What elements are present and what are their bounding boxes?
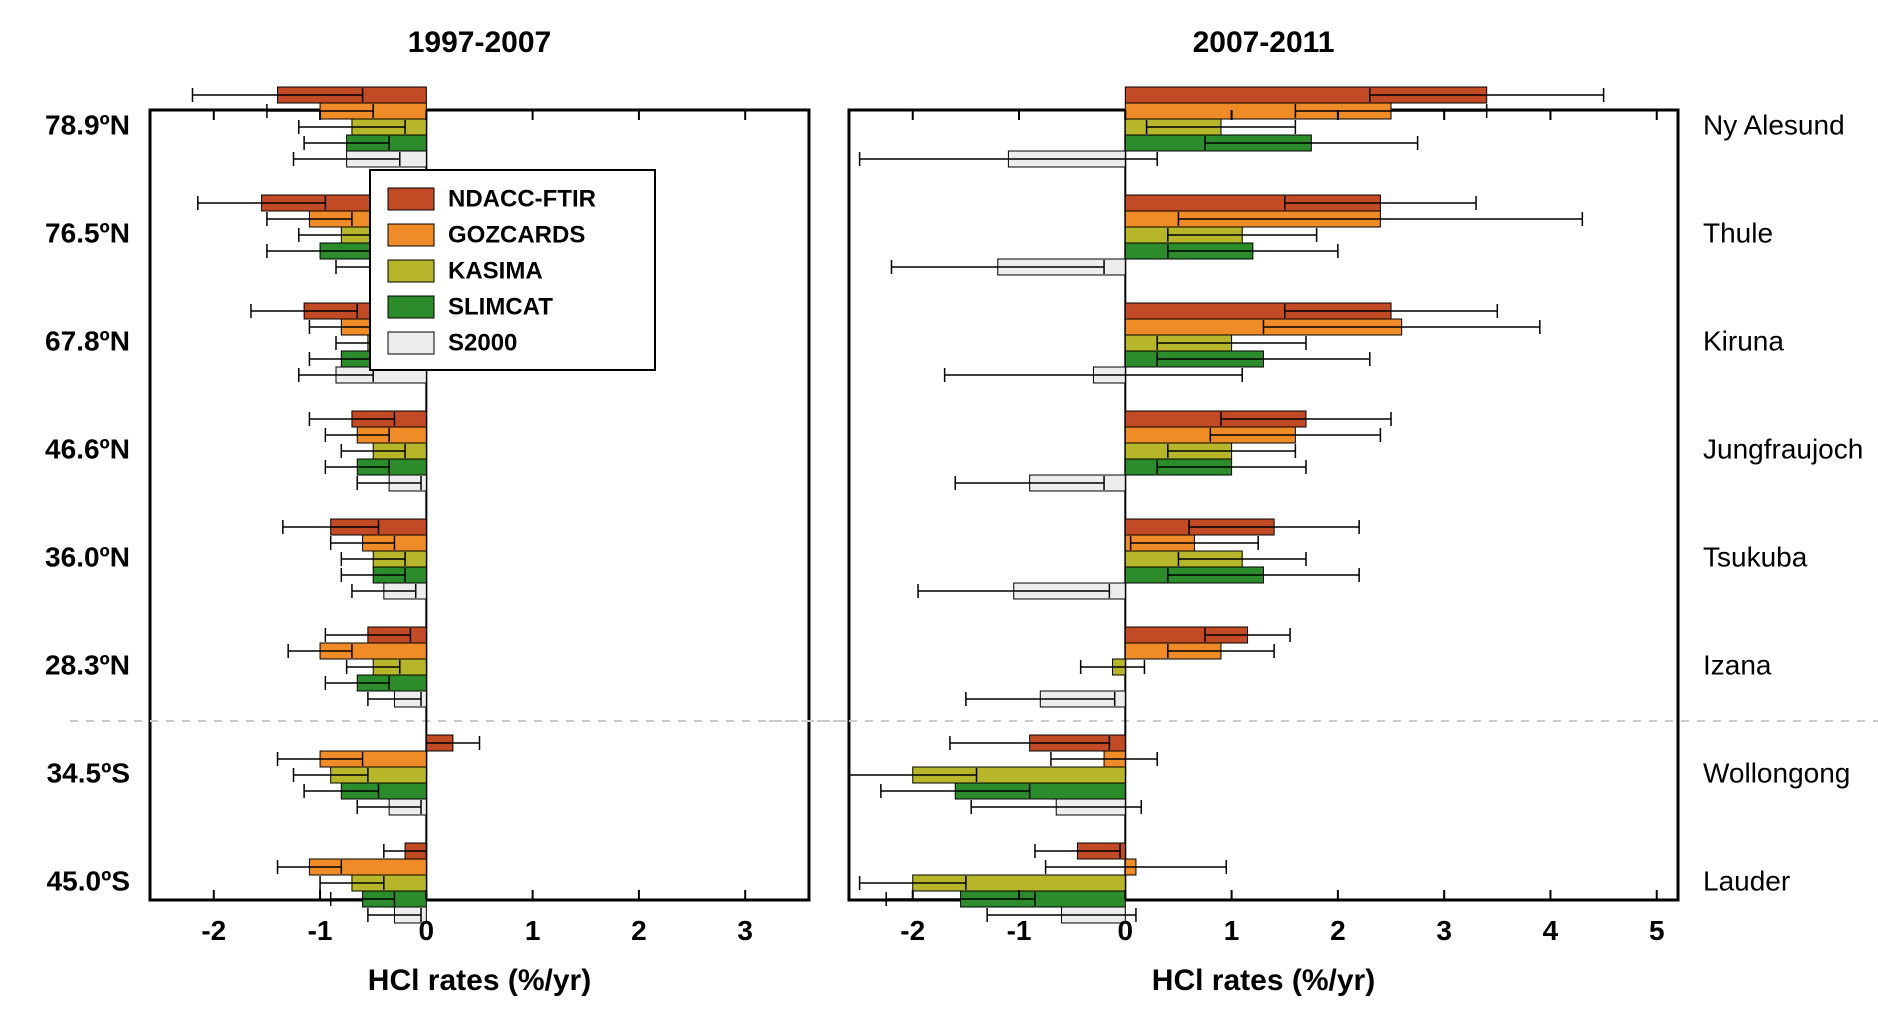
svg-text:Ny Alesund: Ny Alesund xyxy=(1703,109,1845,140)
legend-swatch-kas xyxy=(388,260,434,282)
svg-text:Wollongong: Wollongong xyxy=(1703,757,1850,788)
svg-text:1: 1 xyxy=(1224,915,1240,946)
svg-text:Tsukuba: Tsukuba xyxy=(1703,541,1808,572)
svg-text:3: 3 xyxy=(1436,915,1452,946)
svg-text:0: 0 xyxy=(419,915,435,946)
svg-text:-1: -1 xyxy=(308,915,333,946)
legend-label-s2000: S2000 xyxy=(448,329,517,356)
svg-text:Jungfraujoch: Jungfraujoch xyxy=(1703,433,1863,464)
svg-text:67.8ºN: 67.8ºN xyxy=(45,325,130,356)
svg-text:Kiruna: Kiruna xyxy=(1703,325,1784,356)
legend-label-kas: KASIMA xyxy=(448,257,543,284)
svg-text:3: 3 xyxy=(737,915,753,946)
legend-swatch-ndacc xyxy=(388,188,434,210)
svg-text:4: 4 xyxy=(1543,915,1559,946)
svg-text:45.0ºS: 45.0ºS xyxy=(47,865,130,896)
legend-swatch-slim xyxy=(388,296,434,318)
svg-text:HCl rates (%/yr): HCl rates (%/yr) xyxy=(368,964,591,997)
svg-text:0: 0 xyxy=(1118,915,1134,946)
svg-text:-2: -2 xyxy=(900,915,925,946)
legend-label-slim: SLIMCAT xyxy=(448,293,553,320)
svg-text:5: 5 xyxy=(1649,915,1665,946)
svg-text:Lauder: Lauder xyxy=(1703,865,1790,896)
svg-text:-1: -1 xyxy=(1007,915,1032,946)
svg-text:34.5ºS: 34.5ºS xyxy=(47,757,130,788)
svg-text:Thule: Thule xyxy=(1703,217,1773,248)
svg-text:-2: -2 xyxy=(201,915,226,946)
svg-text:36.0ºN: 36.0ºN xyxy=(45,541,130,572)
svg-text:2007-2011: 2007-2011 xyxy=(1193,26,1335,59)
svg-text:2: 2 xyxy=(631,915,647,946)
svg-text:46.6ºN: 46.6ºN xyxy=(45,433,130,464)
svg-text:1997-2007: 1997-2007 xyxy=(408,26,551,59)
legend-swatch-goz xyxy=(388,224,434,246)
hcl-rates-chart: 1997-2007 78.9ºN 76.5ºN 67.8ºN 46.6ºN 36.0ºN 2… xyxy=(0,0,1878,1020)
svg-text:28.3ºN: 28.3ºN xyxy=(45,649,130,680)
svg-text:Izana: Izana xyxy=(1703,649,1772,680)
svg-text:1: 1 xyxy=(525,915,541,946)
svg-text:78.9ºN: 78.9ºN xyxy=(45,109,130,140)
svg-text:76.5ºN: 76.5ºN xyxy=(45,217,130,248)
svg-text:HCl rates (%/yr): HCl rates (%/yr) xyxy=(1152,964,1375,997)
legend-swatch-s2000 xyxy=(388,332,434,354)
svg-text:2: 2 xyxy=(1330,915,1346,946)
legend-label-ndacc: NDACC-FTIR xyxy=(448,185,596,212)
legend-label-goz: GOZCARDS xyxy=(448,221,585,248)
